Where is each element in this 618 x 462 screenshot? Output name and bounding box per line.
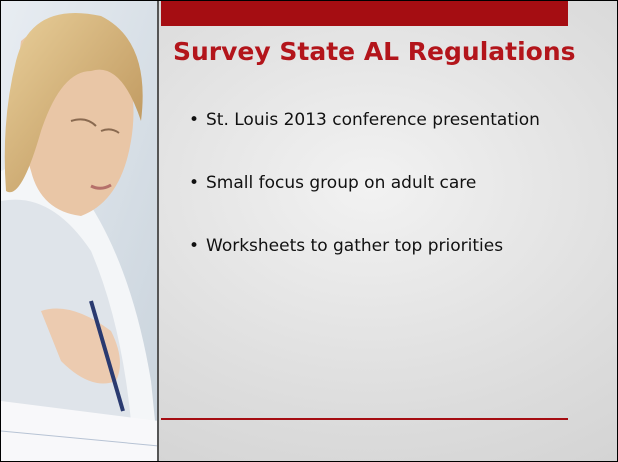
- slide-title: Survey State AL Regulations: [173, 37, 613, 66]
- bullet: St. Louis 2013 conference presentation: [206, 109, 551, 132]
- slide: Survey State AL Regulations St. Louis 20…: [0, 0, 618, 462]
- bottom-rule: [161, 418, 568, 420]
- bullet: Worksheets to gather top priorities: [206, 235, 551, 258]
- bullet-list: St. Louis 2013 conference presentation S…: [206, 109, 551, 298]
- photo: [1, 1, 159, 461]
- bullet: Small focus group on adult care: [206, 172, 551, 195]
- top-bar: [161, 1, 568, 26]
